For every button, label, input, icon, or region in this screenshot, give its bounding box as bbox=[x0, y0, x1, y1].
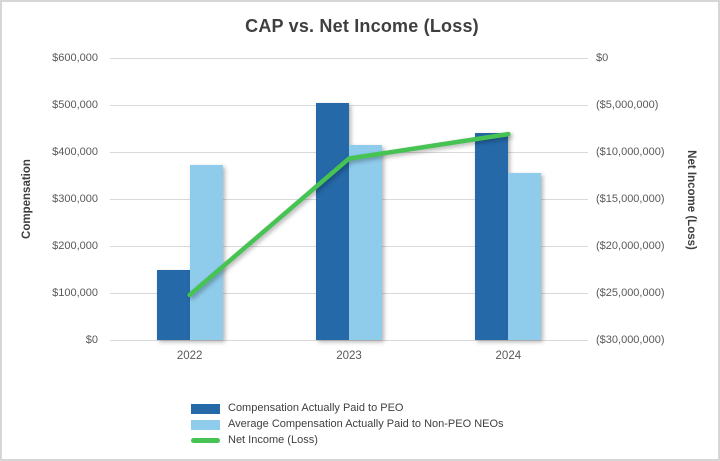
gridline bbox=[110, 58, 588, 59]
bar-peo-2024 bbox=[475, 133, 509, 340]
right-axis-tick: $0 bbox=[596, 52, 609, 64]
gridline bbox=[110, 340, 588, 341]
gridline bbox=[110, 105, 588, 106]
left-axis-tick: $600,000 bbox=[52, 52, 98, 64]
legend-label: Average Compensation Actually Paid to No… bbox=[228, 418, 504, 430]
right-axis-tick: ($5,000,000) bbox=[596, 99, 659, 111]
x-axis-label-2023: 2023 bbox=[336, 350, 362, 362]
left-axis-tick: $0 bbox=[85, 334, 98, 346]
left-axis-tick: $500,000 bbox=[52, 99, 98, 111]
legend-label: Net Income (Loss) bbox=[228, 434, 318, 446]
legend-item-peo: Compensation Actually Paid to PEO bbox=[191, 402, 504, 415]
left-axis-tick: $400,000 bbox=[52, 146, 98, 158]
left-axis-tick: $200,000 bbox=[52, 240, 98, 252]
net-income-line bbox=[187, 131, 511, 298]
right-axis-title: Net Income (Loss) bbox=[685, 150, 697, 250]
bar-peo-2022 bbox=[156, 269, 190, 340]
chart-title: CAP vs. Net Income (Loss) bbox=[245, 16, 479, 36]
right-axis-tick: ($20,000,000) bbox=[596, 240, 665, 252]
plot-area bbox=[110, 58, 588, 341]
right-axis-tick: ($30,000,000) bbox=[596, 334, 665, 346]
bar-non-peo-2022 bbox=[189, 165, 223, 340]
legend-swatch-net-income-line bbox=[191, 438, 220, 443]
left-axis-tick: $100,000 bbox=[52, 287, 98, 299]
bar-non-peo-2023 bbox=[349, 144, 382, 340]
x-axis-label-2024: 2024 bbox=[495, 350, 522, 362]
net-income-polyline bbox=[187, 131, 511, 298]
bar-non-peo-2024 bbox=[508, 173, 542, 340]
bar-peo-2023 bbox=[316, 102, 349, 340]
left-axis-tick: $300,000 bbox=[52, 193, 98, 205]
right-axis-tick: ($25,000,000) bbox=[596, 287, 665, 299]
legend-item-non-peo: Average Compensation Actually Paid to No… bbox=[191, 418, 504, 431]
legend-swatch-non-peo-bar bbox=[191, 419, 220, 430]
legend-swatch-peo-bar bbox=[191, 403, 220, 414]
right-axis-tick: ($15,000,000) bbox=[596, 193, 665, 205]
right-axis-tick: ($10,000,000) bbox=[596, 146, 665, 158]
legend-item-net-income: Net Income (Loss) bbox=[191, 434, 504, 447]
legend-label: Compensation Actually Paid to PEO bbox=[228, 402, 404, 414]
x-axis-label-2022: 2022 bbox=[176, 350, 203, 362]
legend: Compensation Actually Paid to PEO Averag… bbox=[191, 402, 504, 447]
